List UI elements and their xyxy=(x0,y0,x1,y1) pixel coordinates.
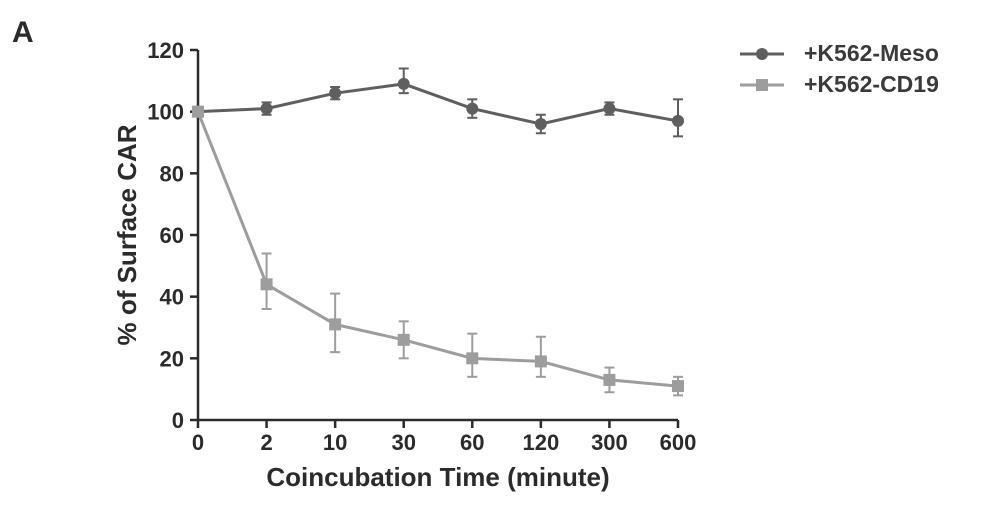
y-tick-label: 0 xyxy=(172,408,184,433)
series-marker-cd19 xyxy=(329,318,341,330)
series-marker-meso xyxy=(329,87,341,99)
x-tick-label: 0 xyxy=(192,430,204,455)
series-marker-cd19 xyxy=(535,355,547,367)
series-marker-cd19 xyxy=(672,380,684,392)
series-marker-cd19 xyxy=(192,106,204,118)
x-tick-label: 2 xyxy=(260,430,272,455)
legend-item-cd19: +K562-CD19 xyxy=(740,71,939,98)
legend-item-meso: +K562-Meso xyxy=(740,40,939,67)
series-marker-cd19 xyxy=(603,374,615,386)
y-tick-label: 120 xyxy=(147,38,184,63)
x-tick-label: 300 xyxy=(591,430,628,455)
legend-label-cd19: +K562-CD19 xyxy=(804,71,939,98)
x-tick-label: 60 xyxy=(460,430,484,455)
y-tick-label: 20 xyxy=(160,346,184,371)
y-tick-label: 80 xyxy=(160,161,184,186)
surface-car-chart: 0 20 40 60 80 100 120 0 2 10 30 60 120 300 600 Coincuba… xyxy=(110,20,720,510)
x-tick-label: 600 xyxy=(660,430,697,455)
legend-swatch-cd19 xyxy=(740,76,796,94)
series-marker-cd19 xyxy=(261,278,273,290)
chart-legend: +K562-Meso +K562-CD19 xyxy=(740,40,939,102)
series-marker-meso xyxy=(398,78,410,90)
series-marker-meso xyxy=(672,115,684,127)
x-tick-label: 120 xyxy=(522,430,559,455)
x-tick-label: 10 xyxy=(323,430,347,455)
y-tick-label: 40 xyxy=(160,285,184,310)
y-tick-label: 100 xyxy=(147,100,184,125)
panel-letter: A xyxy=(12,16,34,50)
series-line-cd19 xyxy=(198,112,678,386)
series-marker-cd19 xyxy=(398,334,410,346)
series-marker-cd19 xyxy=(466,352,478,364)
legend-swatch-meso xyxy=(740,45,796,63)
series-marker-meso xyxy=(603,103,615,115)
y-axis-title: % of Surface CAR xyxy=(112,124,142,345)
series-marker-meso xyxy=(466,103,478,115)
series-marker-meso xyxy=(535,118,547,130)
series-marker-meso xyxy=(261,103,273,115)
x-axis-title: Coincubation Time (minute) xyxy=(266,462,609,492)
legend-label-meso: +K562-Meso xyxy=(804,40,939,67)
x-tick-label: 30 xyxy=(391,430,415,455)
y-tick-label: 60 xyxy=(160,223,184,248)
